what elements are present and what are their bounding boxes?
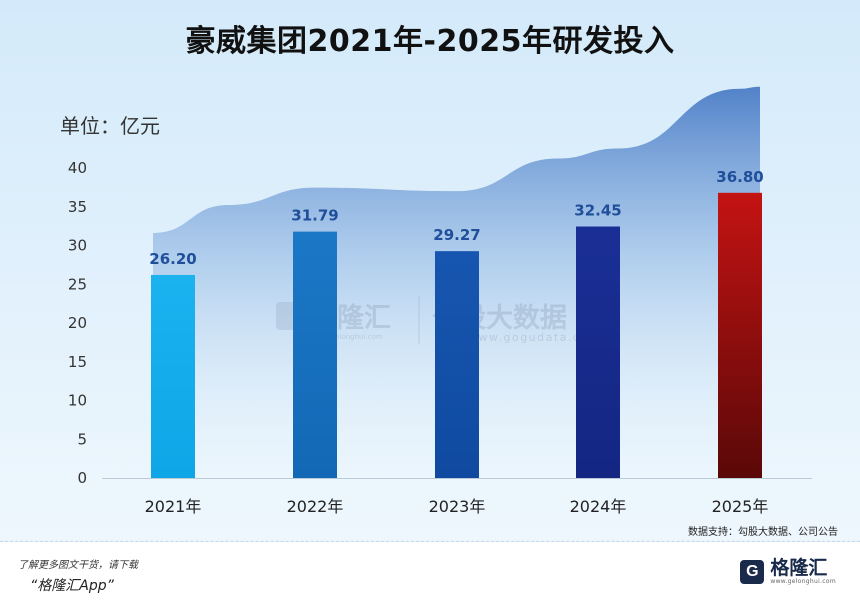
x-tick-label: 2023年 bbox=[429, 497, 486, 516]
data-label: 29.27 bbox=[433, 226, 480, 244]
x-tick-label: 2021年 bbox=[145, 497, 202, 516]
x-tick-label: 2024年 bbox=[570, 497, 627, 516]
logo-url: www.gelonghui.com bbox=[770, 577, 836, 585]
data-labels: 26.20 31.79 29.27 32.45 36.80 bbox=[149, 168, 763, 268]
y-tick-label: 35 bbox=[68, 198, 87, 216]
data-source: 数据支持：勾股大数据、公司公告 bbox=[688, 527, 838, 538]
data-label: 26.20 bbox=[149, 250, 196, 268]
bar-2024年 bbox=[576, 226, 620, 478]
bar-2025年 bbox=[718, 192, 762, 479]
x-tick-label: 2022年 bbox=[287, 497, 344, 516]
x-tick-label: 2025年 bbox=[712, 497, 769, 516]
y-tick-label: 5 bbox=[77, 430, 87, 448]
bar-2022年 bbox=[293, 231, 337, 478]
footer-download-prompt: 了解更多图文干货，请下载 bbox=[18, 560, 138, 571]
data-label: 31.79 bbox=[291, 207, 338, 225]
y-tick-label: 10 bbox=[68, 392, 87, 410]
footer: 了解更多图文干货，请下载 “格隆汇App” G 格隆汇 www.gelonghu… bbox=[0, 542, 860, 609]
y-tick-label: 0 bbox=[77, 469, 87, 487]
data-label: 32.45 bbox=[574, 202, 621, 220]
y-tick-label: 20 bbox=[68, 314, 87, 332]
footer-app-name[interactable]: “格隆汇App” bbox=[30, 578, 114, 594]
bar-chart: 格隆汇 www.gelonghui.com 勾股大数据 www.gogudata… bbox=[68, 86, 812, 516]
bars bbox=[151, 192, 762, 479]
unit-label: 单位：亿元 bbox=[60, 114, 160, 138]
logo-text: 格隆汇 www.gelonghui.com bbox=[770, 557, 836, 585]
brand-logo[interactable]: G 格隆汇 www.gelonghui.com bbox=[740, 557, 836, 585]
watermark-brand-url: www.gelonghui.com bbox=[312, 333, 383, 341]
watermark-partner-url: www.gogudata.com bbox=[468, 331, 601, 344]
y-tick-label: 40 bbox=[68, 159, 87, 177]
y-tick-label: 30 bbox=[68, 237, 87, 255]
chart-title: 豪威集团2021年-2025年研发投入 bbox=[185, 24, 675, 59]
footer-divider bbox=[0, 541, 860, 542]
bar-2023年 bbox=[435, 251, 479, 478]
y-tick-label: 25 bbox=[68, 275, 87, 293]
bar-2021年 bbox=[151, 274, 195, 478]
data-label: 36.80 bbox=[716, 168, 763, 186]
x-axis-labels: 2021年 2022年 2023年 2024年 2025年 bbox=[145, 497, 769, 516]
logo-name: 格隆汇 bbox=[770, 557, 828, 579]
logo-mark-icon: G bbox=[740, 560, 765, 585]
y-tick-label: 15 bbox=[68, 353, 87, 371]
y-axis-ticks: 0 5 10 15 20 25 30 35 40 bbox=[68, 159, 87, 487]
